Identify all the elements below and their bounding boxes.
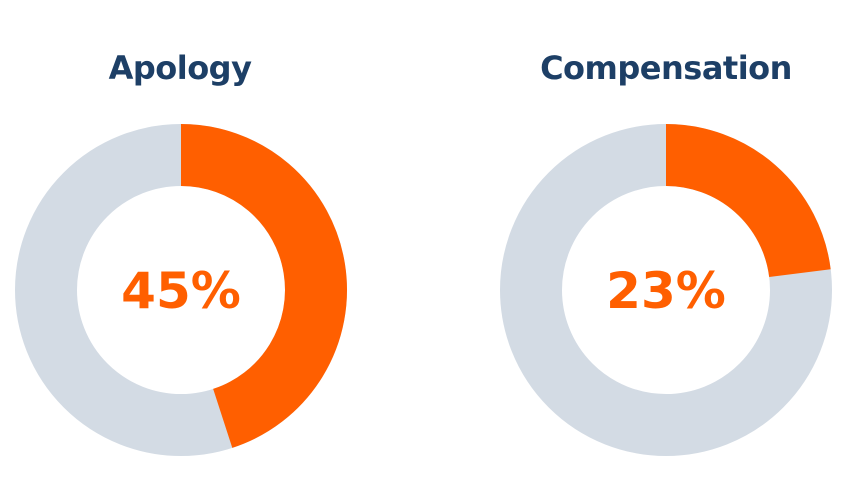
chart-title: Apology xyxy=(108,49,252,87)
donut-svg: 45% xyxy=(15,124,347,456)
donut-chart-apology: Apology 45% xyxy=(15,49,347,456)
donut-value-label: 23% xyxy=(606,262,726,320)
donut-chart-compensation: Compensation 23% xyxy=(424,0,848,490)
donut-slice-value xyxy=(665,124,831,278)
donut-slice-value xyxy=(180,124,347,448)
donut-value-label: 45% xyxy=(121,262,241,320)
chart-title: Compensation xyxy=(540,49,792,87)
donut-svg: 23% xyxy=(500,124,832,456)
